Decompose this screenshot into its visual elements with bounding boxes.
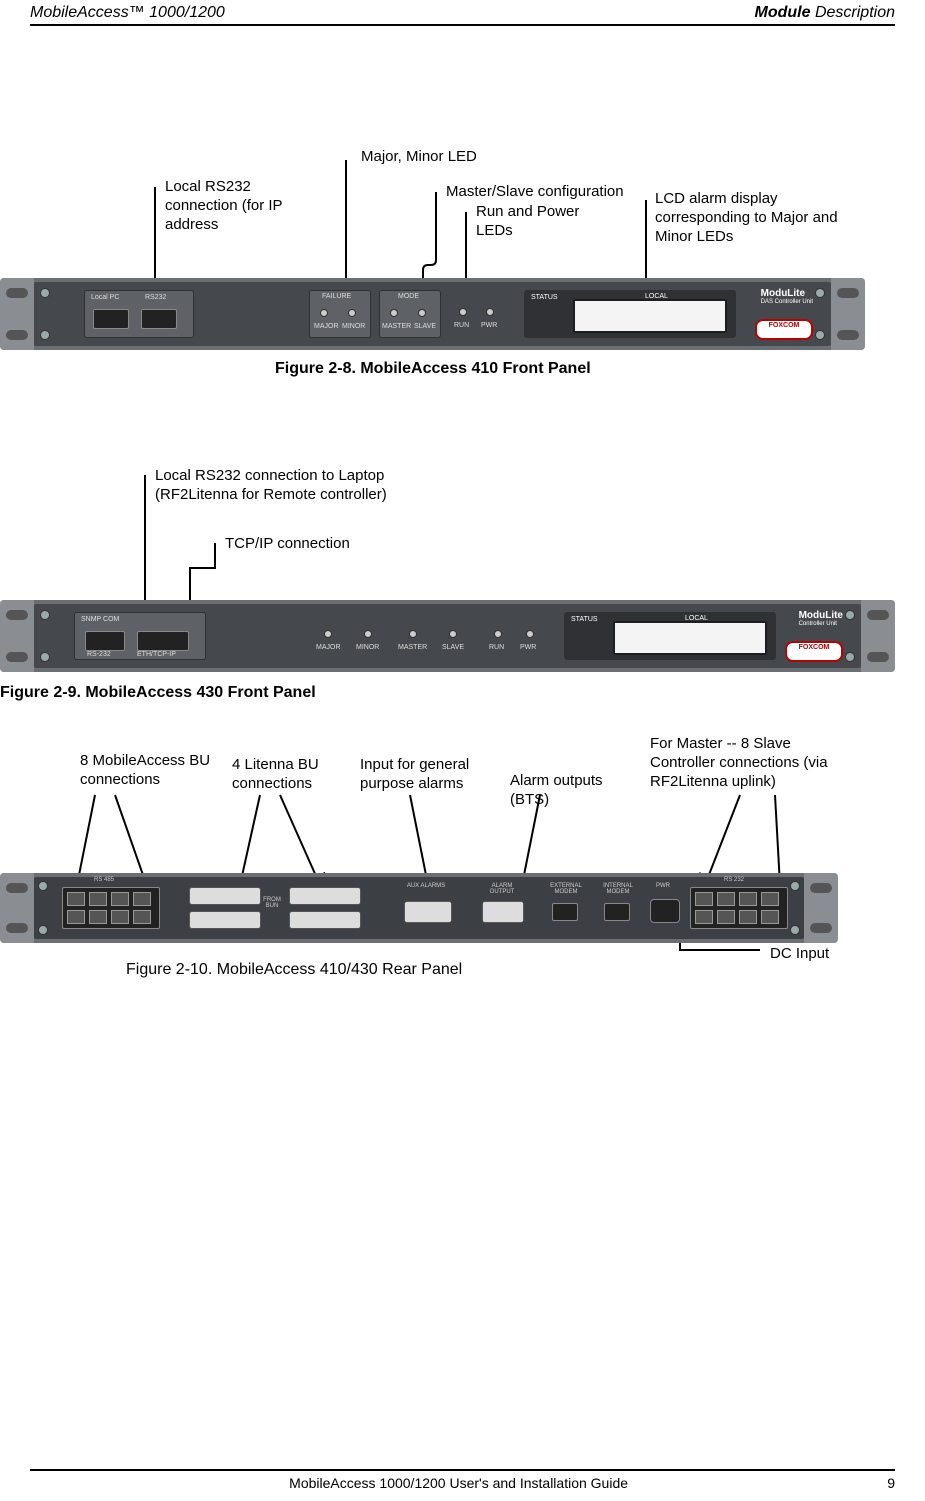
lbl-minor: MINOR	[342, 323, 365, 330]
lbl-major: MAJOR	[314, 323, 339, 330]
lbl-localpc: Local PC	[91, 294, 119, 301]
ann-local-rs232: Local RS232 connection (for IP address	[165, 178, 325, 234]
rj-block-left	[62, 887, 160, 929]
device-rear: RS 485 FROM BUN AUX ALARMS ALARM OUTPUT …	[0, 873, 838, 943]
ann2-tcpip: TCP/IP connection	[225, 535, 425, 554]
rack-ear-left	[0, 278, 34, 350]
page-header: MobileAccess™ 1000/1200 Module Descripti…	[30, 0, 895, 26]
lbl-pwr: PWR	[481, 322, 497, 329]
header-right-suffix: Description	[811, 4, 895, 21]
ann2-rs232: Local RS232 connection to Laptop (RF2Lit…	[155, 467, 405, 505]
ann3-bu8: 8 MobileAccess BU connections	[80, 752, 220, 790]
ann3-dc: DC Input	[770, 945, 850, 964]
lbl-eth: ETH/TCP-IP	[137, 651, 176, 658]
device-410-front: Local PC RS232 FAILURE MAJOR MINOR MODE …	[0, 278, 865, 350]
device-430-front: SNMP COM RS-232 ETH/TCP-IP MAJOR MINOR M…	[0, 600, 895, 672]
rack-ear-right	[831, 278, 865, 350]
page-footer: MobileAccess 1000/1200 User's and Instal…	[30, 1469, 895, 1491]
footer-center: MobileAccess 1000/1200 User's and Instal…	[289, 1475, 628, 1491]
fig3-caption: Figure 2-10. MobileAccess 410/430 Rear P…	[126, 961, 462, 979]
header-right-bold: Module	[755, 4, 811, 21]
lbl-mode: MODE	[398, 293, 419, 300]
fig2-caption: Figure 2-9. MobileAccess 430 Front Panel	[0, 684, 316, 702]
brand-modulite: ModuLite DAS Controller Unit	[761, 288, 813, 305]
panel-status2: STATUS LOCAL NTU	[564, 612, 776, 660]
lbl-failure: FAILURE	[322, 293, 351, 300]
ann3-lit4: 4 Litenna BU connections	[232, 756, 342, 794]
lbl-rs232b: RS-232	[87, 651, 111, 658]
panel-status: STATUS LOCAL NTU	[524, 290, 736, 338]
lbl-rs232: RS232	[145, 294, 166, 301]
lbl-status: STATUS	[531, 294, 558, 301]
ann-lcd: LCD alarm display corresponding to Major…	[655, 190, 865, 246]
ann3-ms: For Master -- 8 Slave Controller connect…	[650, 735, 860, 791]
header-left: MobileAccess™ 1000/1200	[30, 4, 225, 22]
ann-major-minor: Major, Minor LED	[361, 148, 481, 167]
lbl-slave: SLAVE	[414, 323, 436, 330]
rj-block-right	[690, 887, 788, 929]
fig1-caption: Figure 2-8. MobileAccess 410 Front Panel	[275, 360, 591, 378]
panel-local-pc: Local PC RS232	[84, 290, 194, 338]
ann3-gp: Input for general purpose alarms	[360, 756, 500, 794]
lbl-run: RUN	[454, 322, 469, 329]
lbl-snmp: SNMP COM	[81, 616, 119, 623]
logo-foxcom: FOXCOM	[755, 319, 813, 340]
ann-master-slave: Master/Slave configuration	[446, 183, 666, 202]
ann-run-power: Run and Power LEDs	[476, 203, 616, 241]
panel-snmp: SNMP COM RS-232 ETH/TCP-IP	[74, 612, 206, 660]
header-right: Module Description	[755, 4, 895, 22]
panel-mode: MODE MASTER SLAVE	[379, 290, 441, 338]
lbl-master: MASTER	[382, 323, 411, 330]
footer-page: 9	[887, 1475, 895, 1491]
ann3-out: Alarm outputs (BTS)	[510, 772, 630, 810]
lcd-display	[573, 299, 727, 333]
panel-failure: FAILURE MAJOR MINOR	[309, 290, 371, 338]
